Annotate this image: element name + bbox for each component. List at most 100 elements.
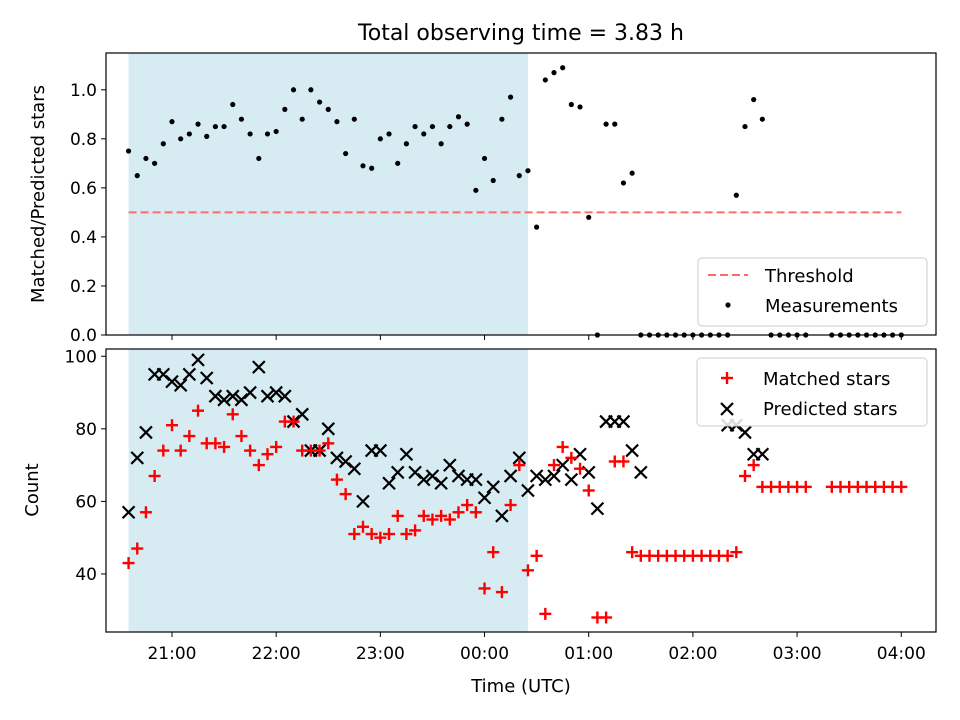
y-tick-label: 0.4 bbox=[70, 228, 97, 248]
predicted-marker bbox=[564, 472, 579, 487]
y-tick-label: 100 bbox=[65, 347, 97, 367]
y-tick-label: 1.0 bbox=[70, 81, 97, 101]
legend-threshold-label: Threshold bbox=[764, 266, 854, 287]
measurement-point bbox=[264, 131, 271, 137]
measurement-point bbox=[612, 121, 618, 127]
matched-marker bbox=[356, 520, 369, 533]
predicted-marker bbox=[555, 458, 570, 472]
predicted-marker bbox=[616, 414, 631, 429]
matched-marker bbox=[122, 557, 135, 570]
measurement-point bbox=[221, 123, 227, 130]
measurement-point bbox=[560, 65, 566, 71]
bottom-y-ticks: 40 60 80 100 bbox=[65, 347, 106, 585]
matched-marker bbox=[252, 459, 265, 472]
predicted-marker bbox=[191, 353, 205, 367]
measurement-point bbox=[742, 123, 748, 130]
matched-marker bbox=[738, 469, 751, 482]
measurement-point bbox=[308, 87, 314, 93]
predicted-marker bbox=[469, 472, 483, 487]
measurement-point bbox=[421, 131, 427, 137]
measurement-point bbox=[586, 214, 592, 220]
predicted-marker bbox=[382, 476, 396, 491]
measurement-point bbox=[369, 165, 375, 171]
matched-marker bbox=[183, 430, 196, 443]
predicted-marker bbox=[399, 447, 414, 461]
measurement-point bbox=[395, 160, 401, 166]
matched-marker bbox=[383, 528, 396, 541]
predicted-marker bbox=[139, 425, 153, 440]
matched-marker bbox=[365, 528, 378, 541]
matched-marker bbox=[521, 564, 534, 577]
matched-marker bbox=[721, 549, 734, 562]
measurement-point bbox=[525, 168, 531, 174]
predicted-marker bbox=[121, 505, 136, 520]
measurement-point bbox=[325, 106, 331, 112]
matched-marker bbox=[209, 437, 222, 450]
predicted-marker bbox=[521, 483, 535, 498]
matched-marker bbox=[226, 408, 239, 421]
matched-marker bbox=[400, 528, 413, 541]
measurement-point bbox=[230, 101, 236, 108]
measurement-point bbox=[143, 155, 149, 162]
measurement-point bbox=[351, 116, 357, 122]
x-tick-label: 03:00 bbox=[773, 644, 822, 664]
predicted-marker bbox=[390, 465, 405, 480]
measurement-point bbox=[577, 104, 583, 110]
predicted-marker bbox=[738, 425, 752, 440]
top-y-ticks: 0.0 0.2 0.4 0.6 0.8 1.0 bbox=[70, 81, 106, 346]
measurement-point bbox=[499, 116, 505, 122]
matched-marker bbox=[504, 499, 517, 512]
measurement-point bbox=[195, 121, 201, 127]
matched-star-markers bbox=[122, 404, 908, 624]
predicted-marker bbox=[165, 374, 179, 389]
predicted-marker bbox=[625, 443, 639, 458]
predicted-marker bbox=[486, 480, 500, 494]
predicted-marker bbox=[173, 378, 188, 393]
matched-marker bbox=[157, 444, 170, 457]
measurement-point bbox=[490, 177, 496, 184]
chart-title: Total observing time = 3.83 h bbox=[357, 21, 684, 46]
matched-marker bbox=[235, 430, 248, 443]
measurement-point bbox=[134, 173, 140, 179]
predicted-marker bbox=[503, 469, 518, 483]
measurement-point bbox=[238, 116, 245, 122]
predicted-marker bbox=[321, 422, 336, 436]
predicted-marker bbox=[243, 385, 257, 400]
matched-marker bbox=[313, 444, 326, 457]
measurement-point bbox=[273, 128, 279, 135]
legend-measurements-swatch bbox=[725, 302, 731, 308]
matched-marker bbox=[148, 469, 161, 482]
matched-marker bbox=[443, 513, 456, 526]
measurement-point bbox=[447, 123, 453, 130]
measurement-point bbox=[282, 106, 288, 112]
measurement-point bbox=[438, 141, 444, 147]
matched-marker bbox=[192, 404, 205, 417]
predicted-marker bbox=[130, 451, 145, 465]
matched-marker bbox=[218, 440, 231, 453]
measurement-point bbox=[620, 180, 627, 186]
x-tick-label: 02:00 bbox=[668, 644, 717, 664]
measurement-point bbox=[455, 114, 462, 120]
x-tick-label: 22:00 bbox=[252, 644, 301, 664]
matched-marker bbox=[556, 440, 569, 453]
measurement-point bbox=[473, 187, 479, 193]
measurement-point bbox=[568, 101, 574, 108]
measurement-point bbox=[186, 131, 192, 137]
matched-marker bbox=[409, 524, 422, 537]
top-plot-frame bbox=[105, 52, 937, 336]
matched-marker bbox=[348, 528, 361, 541]
matched-marker bbox=[478, 582, 491, 595]
predicted-marker bbox=[529, 469, 544, 483]
matched-marker bbox=[461, 499, 474, 512]
predicted-marker bbox=[434, 476, 448, 491]
y-tick-label: 40 bbox=[75, 565, 97, 585]
x-axis-label: Time (UTC) bbox=[470, 676, 571, 697]
bottom-legend: Matched stars Predicted stars bbox=[696, 357, 928, 427]
measurement-point bbox=[542, 77, 548, 83]
x-tick-label: 21:00 bbox=[147, 644, 196, 664]
matched-marker bbox=[165, 419, 178, 432]
bottom-x-ticks: 21:00 22:00 23:00 00:00 01:00 02:00 03:00 04:00 bbox=[147, 632, 926, 664]
matched-marker bbox=[270, 440, 283, 453]
predicted-marker bbox=[208, 389, 223, 403]
measurement-point bbox=[290, 87, 297, 93]
